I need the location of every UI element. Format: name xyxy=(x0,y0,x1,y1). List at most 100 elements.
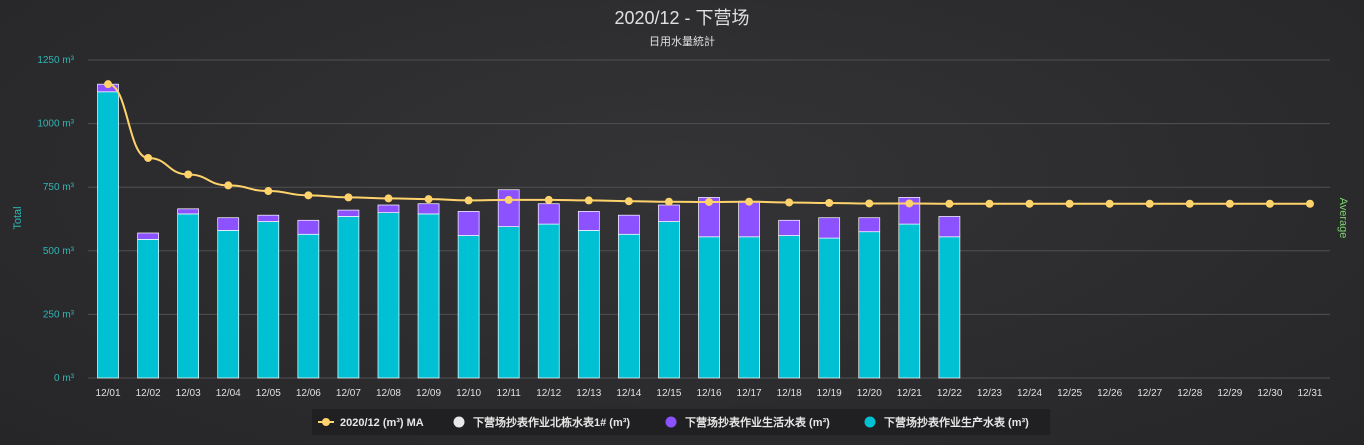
x-tick-label: 12/16 xyxy=(696,388,721,399)
x-tick-label: 12/28 xyxy=(1177,388,1202,399)
x-tick-label: 12/31 xyxy=(1297,388,1322,399)
bar-domestic xyxy=(137,232,159,240)
bar-series xyxy=(97,83,961,379)
x-tick-label: 12/25 xyxy=(1057,388,1082,399)
y-tick-labels: 0 m³ 250 m³ 500 m³ 750 m³ 1000 m³ 1250 m³ xyxy=(37,55,74,384)
y-tick-label: 1000 m³ xyxy=(37,119,74,130)
ma-point xyxy=(905,199,914,208)
ma-point xyxy=(705,197,713,206)
bar-production xyxy=(818,237,841,379)
x-tick-label: 12/08 xyxy=(376,388,401,399)
x-tick-label: 12/13 xyxy=(576,388,601,399)
x-tick-label: 12/23 xyxy=(977,388,1002,399)
bar-domestic xyxy=(177,208,200,215)
legend-symbol xyxy=(864,416,876,428)
bar-domestic xyxy=(257,214,280,222)
x-tick-label: 12/07 xyxy=(336,388,361,399)
ma-point xyxy=(1105,199,1114,208)
x-tick-labels: 12/01 12/02 12/03 12/04 12/05 12/06 12/07 12/08… xyxy=(96,388,1323,399)
x-tick-label: 12/14 xyxy=(616,388,641,399)
bar-domestic xyxy=(938,216,961,238)
x-tick-label: 12/26 xyxy=(1097,388,1122,399)
bar-production xyxy=(658,221,680,379)
bar-domestic xyxy=(217,217,240,231)
ma-point xyxy=(745,197,754,206)
ma-point xyxy=(184,170,193,179)
y-tick-label: 750 m³ xyxy=(43,182,75,193)
bar-domestic xyxy=(738,200,760,238)
ma-point xyxy=(1225,199,1234,208)
ma-point xyxy=(945,199,954,208)
y-tick-label: 1250 m³ xyxy=(37,55,74,66)
ma-point xyxy=(624,197,633,206)
x-tick-label: 12/03 xyxy=(176,388,201,399)
y-tick-label: 250 m³ xyxy=(43,309,75,320)
bar-domestic xyxy=(417,203,440,215)
ma-point xyxy=(664,197,673,206)
legend-symbol xyxy=(322,418,330,426)
x-tick-label: 12/17 xyxy=(737,388,762,399)
bar-production xyxy=(898,223,921,379)
x-tick-label: 12/29 xyxy=(1217,388,1242,399)
bar-production xyxy=(377,212,400,379)
ma-point xyxy=(304,191,313,200)
x-tick-label: 12/30 xyxy=(1257,388,1282,399)
bar-domestic xyxy=(297,219,320,235)
ma-point xyxy=(384,194,393,203)
bar-production xyxy=(137,239,159,379)
bar-production xyxy=(257,221,280,379)
bar-domestic xyxy=(818,217,841,239)
x-tick-label: 12/05 xyxy=(256,388,281,399)
bar-domestic xyxy=(457,211,480,236)
ma-point xyxy=(224,181,233,190)
bar-domestic xyxy=(377,204,400,213)
chart-title: 2020/12 - 下营场 xyxy=(614,8,749,28)
bar-production xyxy=(297,233,320,379)
x-tick-label: 12/02 xyxy=(136,388,161,399)
legend-item-label: 下营场抄表作业生活水表 (m³) xyxy=(685,415,830,429)
ma-point xyxy=(584,196,593,205)
legend-item-label: 2020/12 (m³) MA xyxy=(340,417,424,429)
x-tick-label: 12/10 xyxy=(456,388,481,399)
bar-production xyxy=(177,213,200,379)
bar-production xyxy=(858,231,881,379)
x-tick-label: 12/20 xyxy=(857,388,882,399)
ma-point xyxy=(264,187,273,196)
x-tick-label: 12/11 xyxy=(497,388,522,399)
bar-production xyxy=(537,223,560,379)
bar-production xyxy=(217,230,240,379)
bar-domestic xyxy=(577,211,600,231)
ma-point xyxy=(424,195,433,204)
ma-point xyxy=(1065,199,1074,208)
x-tick-label: 12/22 xyxy=(937,388,962,399)
bar-production xyxy=(457,235,480,379)
y-tick-label: 0 m³ xyxy=(54,373,75,384)
ma-point xyxy=(1025,199,1034,208)
x-tick-label: 12/18 xyxy=(777,388,802,399)
legend-item-label: 下营场抄表作业北栋水表1# (m³) xyxy=(473,415,630,429)
x-tick-label: 12/09 xyxy=(416,388,441,399)
ma-point xyxy=(104,80,113,89)
ma-point xyxy=(144,153,153,162)
x-tick-label: 12/27 xyxy=(1137,388,1162,399)
ma-series xyxy=(104,80,1314,208)
legend-symbol xyxy=(665,416,677,428)
ma-point xyxy=(344,193,353,202)
bar-production xyxy=(618,233,640,379)
y-axis-right-label: Average xyxy=(1337,198,1349,239)
bar-production xyxy=(337,216,360,379)
ma-point xyxy=(985,199,994,208)
x-tick-label: 12/15 xyxy=(656,388,681,399)
bar-production xyxy=(698,236,720,379)
x-tick-label: 12/01 xyxy=(96,388,121,399)
legend-symbol xyxy=(453,416,465,428)
ma-line xyxy=(107,83,1310,205)
ma-point xyxy=(504,195,513,204)
ma-point xyxy=(1185,199,1194,208)
y-tick-label: 500 m³ xyxy=(43,246,75,257)
legend: 2020/12 (m³) MA 下营场抄表作业北栋水表1# (m³) 下营场抄表作业… xyxy=(312,409,1050,435)
bar-production xyxy=(778,235,800,379)
x-tick-label: 12/24 xyxy=(1017,388,1042,399)
bar-domestic xyxy=(698,197,720,238)
